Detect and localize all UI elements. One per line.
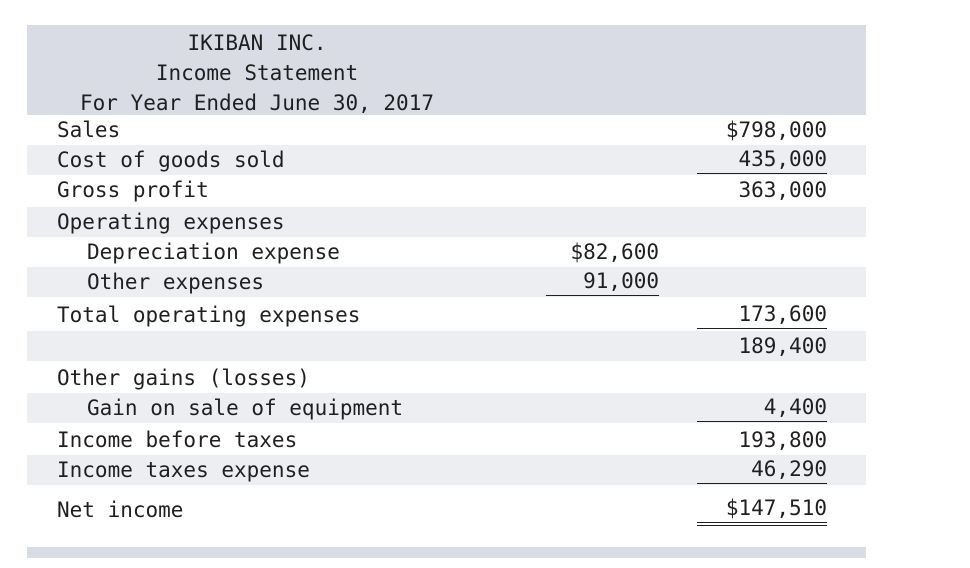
row-subamount: 91,000 xyxy=(546,267,659,296)
row-amount: 193,800 xyxy=(738,428,827,452)
row-depreciation-expense: Depreciation expense $82,600 xyxy=(27,237,866,267)
row-label: Sales xyxy=(57,118,121,142)
row-gain-on-sale: Gain on sale of equipment 4,400 xyxy=(27,393,866,423)
row-label: Depreciation expense xyxy=(87,240,340,264)
row-amount: 173,600 xyxy=(697,300,827,329)
row-amount: 189,400 xyxy=(738,334,827,358)
company-name: IKIBAN INC. xyxy=(187,31,327,55)
row-amount: 4,400 xyxy=(697,393,827,422)
row-label: Net income xyxy=(57,498,184,522)
row-operating-income: 189,400 xyxy=(27,331,866,361)
row-cost-of-goods-sold: Cost of goods sold 435,000 xyxy=(27,145,866,175)
row-gross-profit: Gross profit 363,000 xyxy=(27,175,866,205)
row-label: Other expenses xyxy=(87,270,265,294)
row-amount: $798,000 xyxy=(725,118,827,142)
footer-bar xyxy=(27,547,866,558)
income-statement: IKIBAN INC. Income Statement For Year En… xyxy=(27,25,866,558)
row-amount: $147,510 xyxy=(697,495,827,526)
statement-title: Income Statement xyxy=(155,61,359,85)
row-label: Gain on sale of equipment xyxy=(87,396,404,420)
row-label: Gross profit xyxy=(57,178,209,202)
row-sales: Sales $798,000 xyxy=(27,115,866,145)
row-net-income: Net income $147,510 xyxy=(27,495,866,526)
row-income-before-taxes: Income before taxes 193,800 xyxy=(27,425,866,455)
row-label: Income before taxes xyxy=(57,428,298,452)
row-subamount: $82,600 xyxy=(570,240,659,264)
statement-period: For Year Ended June 30, 2017 xyxy=(79,91,434,115)
row-other-gains-losses: Other gains (losses) xyxy=(27,363,866,393)
row-operating-expenses: Operating expenses xyxy=(27,207,866,237)
row-total-operating-expenses: Total operating expenses 173,600 xyxy=(27,300,866,330)
statement-header: IKIBAN INC. Income Statement For Year En… xyxy=(27,25,866,115)
row-label: Cost of goods sold xyxy=(57,148,285,172)
row-amount: 435,000 xyxy=(697,145,827,174)
row-amount: 46,290 xyxy=(697,455,827,484)
row-amount: 363,000 xyxy=(738,178,827,202)
row-label: Income taxes expense xyxy=(57,458,310,482)
row-label: Operating expenses xyxy=(57,210,285,234)
row-income-taxes-expense: Income taxes expense 46,290 xyxy=(27,455,866,485)
row-other-expenses: Other expenses 91,000 xyxy=(27,267,866,297)
row-label: Other gains (losses) xyxy=(57,366,310,390)
row-label: Total operating expenses xyxy=(57,303,361,327)
